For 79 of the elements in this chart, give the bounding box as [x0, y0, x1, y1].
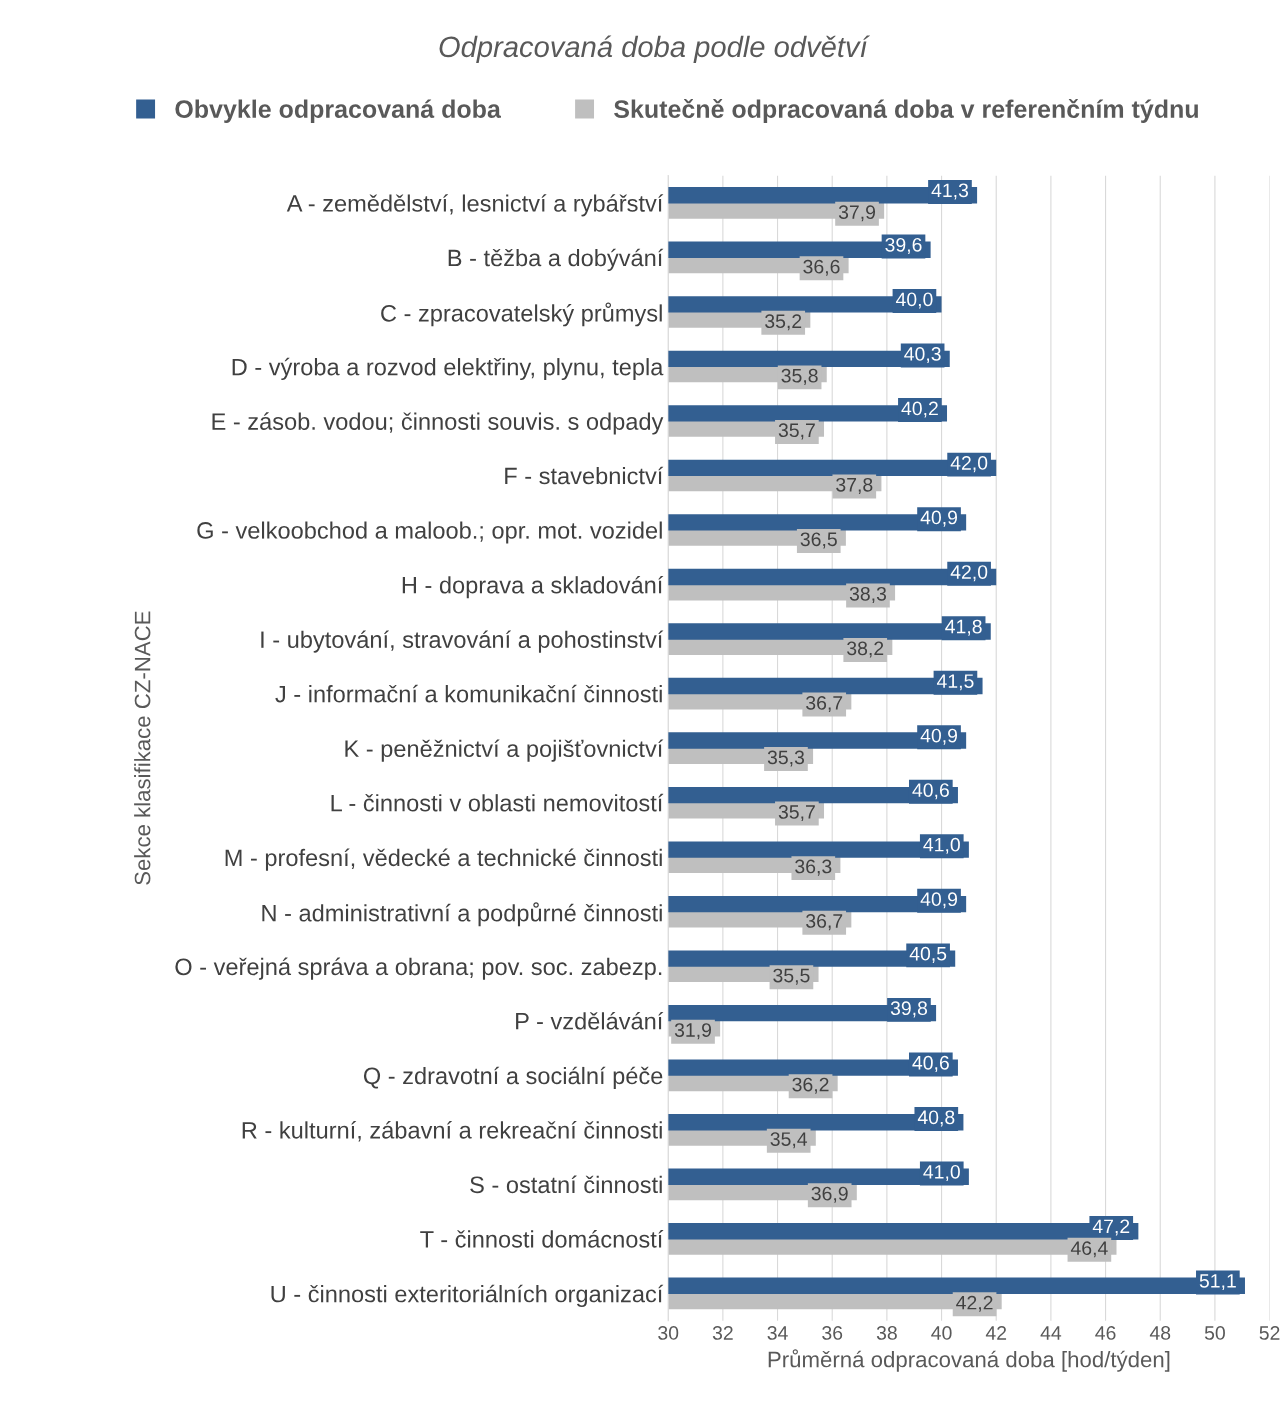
data-label: 37,8	[836, 477, 873, 494]
data-label: 51,1	[1199, 1274, 1236, 1291]
data-label: 35,4	[770, 1132, 808, 1149]
chart-title: Odpracovaná doba podle odvětví	[439, 35, 871, 63]
data-label: 36,3	[795, 859, 832, 876]
data-label: 35,3	[767, 750, 805, 767]
y-tick-label: R - kulturní, zábavní a rekreační činnosti	[242, 1121, 662, 1142]
data-label: 38,2	[847, 641, 884, 658]
data-label: 38,3	[849, 586, 887, 603]
data-label: 36,9	[811, 1186, 848, 1203]
data-label: 46,4	[1070, 1241, 1108, 1258]
data-label: 42,0	[950, 456, 988, 473]
y-tick-label: F - stavebnictví	[505, 466, 664, 485]
data-label: 35,2	[765, 314, 802, 331]
data-label: 40,9	[920, 510, 958, 527]
data-label: 40,8	[917, 1110, 955, 1127]
data-label: 41,3	[931, 183, 969, 200]
data-label: 40,9	[920, 892, 958, 909]
data-label: 35,8	[781, 368, 818, 385]
y-tick-label: U - činnosti exteritoriálních organizací	[271, 1284, 664, 1308]
y-tick-label: L - činnosti v oblasti nemovitostí	[331, 793, 664, 812]
x-tick-label: 50	[1204, 1326, 1225, 1340]
data-label: 41,5	[936, 674, 974, 691]
data-label: 37,9	[838, 205, 876, 222]
y-tick-label: K - peněžnictví a pojišťovnictví	[345, 739, 664, 762]
x-tick-label: 38	[876, 1326, 897, 1340]
data-label: 40,3	[904, 347, 941, 364]
y-tick-label: C - zpracovatelský průmysl	[381, 302, 662, 327]
data-label: 40,2	[901, 401, 938, 418]
data-label: 36,2	[792, 1077, 829, 1094]
data-label: 39,6	[885, 237, 922, 255]
data-label: 35,7	[778, 423, 815, 440]
x-tick-label: 30	[658, 1326, 679, 1340]
x-tick-label: 44	[1040, 1326, 1062, 1340]
y-tick-label: P - vzdělávání	[516, 1011, 664, 1030]
y-tick-label: M - profesní, vědecké a technické činnosti	[225, 848, 662, 871]
data-label: 36,5	[800, 532, 837, 549]
data-label: 40,6	[912, 1055, 949, 1072]
y-axis-title: Sekce klasifikace CZ-NACE	[134, 611, 151, 885]
data-label: 40,6	[912, 783, 949, 800]
data-label: 35,7	[778, 805, 815, 822]
x-tick-label: 36	[822, 1326, 843, 1340]
y-tick-label: T - činnosti domácností	[420, 1230, 664, 1248]
data-label: 42,2	[956, 1295, 993, 1312]
data-label: 40,0	[895, 292, 933, 309]
data-label: 40,5	[909, 946, 947, 963]
data-label: 42,0	[950, 565, 988, 582]
data-label: 36,7	[806, 914, 843, 931]
y-tick-label: Q - zdravotní a sociální péče	[363, 1066, 663, 1089]
y-tick-label: B - těžba a dobývání	[448, 248, 664, 272]
x-tick-label: 34	[767, 1326, 788, 1340]
data-label: 41,8	[945, 619, 982, 636]
x-axis-title: Průměrná odpracovaná doba [hod/týden]	[768, 1349, 1170, 1372]
x-tick-label: 42	[985, 1326, 1007, 1340]
y-tick-label: E - zásob. vodou; činnosti souvis. s odpady	[212, 412, 664, 435]
data-label: 41,0	[923, 837, 960, 854]
data-label: 36,7	[806, 695, 843, 713]
x-tick-label: 48	[1149, 1326, 1171, 1340]
data-label: 35,5	[773, 968, 810, 985]
x-tick-label: 40	[931, 1326, 952, 1340]
y-tick-label: G - velkoobchod a maloob.; opr. mot. vozidel	[197, 521, 662, 544]
data-label: 36,6	[803, 259, 840, 276]
y-tick-label: S - ostatní činnosti	[470, 1175, 662, 1194]
data-label: 39,8	[890, 1001, 928, 1018]
x-tick-label: 46	[1095, 1326, 1116, 1340]
y-tick-label: D - výroba a rozvod elektřiny, plynu, tepla	[232, 357, 664, 381]
y-tick-label: N - administrativní a podpůrné činnosti	[262, 902, 662, 927]
x-tick-label: 32	[712, 1326, 733, 1340]
y-tick-label: J - informační a komunikační činnosti	[275, 684, 662, 703]
data-label: 47,2	[1092, 1219, 1130, 1236]
legend-label: Obvykle odpracovaná doba	[175, 99, 502, 123]
y-tick-label: H - doprava a skladování	[402, 575, 664, 599]
x-tick-label: 52	[1259, 1326, 1280, 1340]
data-label: 41,0	[923, 1164, 960, 1181]
legend-label: Skutečně odpracovaná doba v referenčním týdnu	[614, 99, 1198, 123]
y-tick-label: O - veřejná správa a obrana; pov. soc. zabezp.	[175, 957, 662, 980]
y-tick-label: A - zemědělství, lesnictví a rybářství	[286, 194, 664, 217]
data-label: 40,9	[920, 728, 958, 745]
y-tick-label: I - ubytování, stravování a pohostinství	[261, 630, 664, 653]
